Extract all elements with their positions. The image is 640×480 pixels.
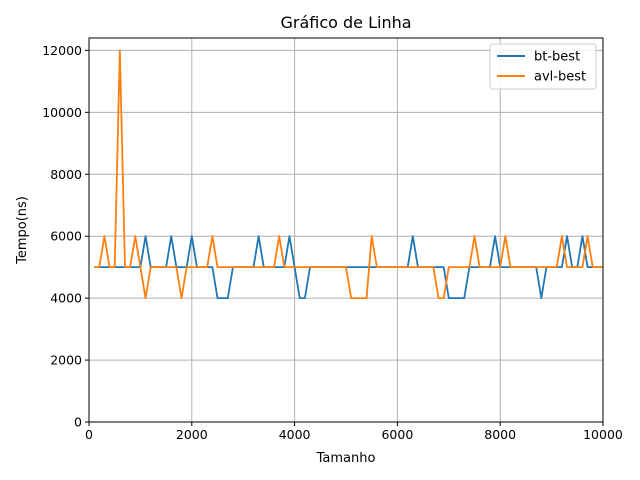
series-line-avl-best <box>94 49 603 300</box>
x-tick-label: 4000 <box>279 427 311 442</box>
x-tick-label: 2000 <box>176 427 208 442</box>
y-tick-label: 2000 <box>50 353 82 368</box>
legend-label-avl-best: avl-best <box>534 70 586 85</box>
y-tick-label: 10000 <box>42 105 82 120</box>
y-tick-label: 8000 <box>50 167 82 182</box>
series-layer <box>94 49 603 300</box>
x-tick-label: 10000 <box>583 427 623 442</box>
x-tick-label: 8000 <box>484 427 516 442</box>
y-axis-label: Tempo(ns) <box>15 196 30 265</box>
grid-lines <box>88 38 604 423</box>
legend-label-bt-best: bt-best <box>534 50 580 65</box>
y-tick-label: 4000 <box>50 291 82 306</box>
chart-title: Gráfico de Linha <box>280 13 411 32</box>
y-tick-label: 0 <box>74 415 82 430</box>
plot-frame <box>88 37 604 423</box>
y-tick-label: 6000 <box>50 229 82 244</box>
x-axis-label: Tamanho <box>316 451 376 466</box>
legend: bt-best avl-best <box>489 43 597 90</box>
x-tick-label: 6000 <box>381 427 413 442</box>
y-tick-label: 12000 <box>42 43 82 58</box>
x-tick-label: 0 <box>85 427 93 442</box>
axis-ticks: 0 2000 4000 6000 8000 10000 0 2000 4000 6000 8000 1… <box>42 43 623 442</box>
